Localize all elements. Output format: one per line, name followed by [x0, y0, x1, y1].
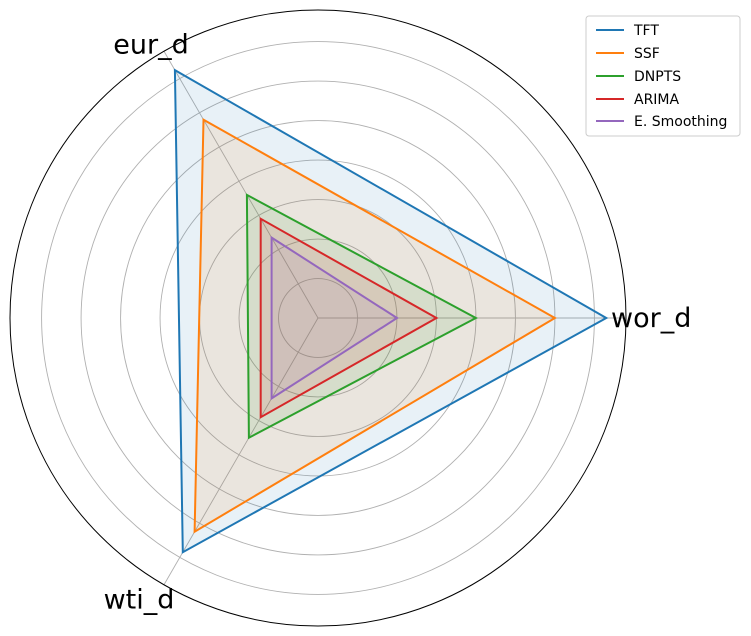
- series-line-ssf: [193, 118, 557, 534]
- legend: TFT SSF DNPTS ARIMA E. Smoothing: [585, 15, 741, 137]
- legend-item-tft: TFT: [596, 23, 659, 39]
- legend-item-dnpts: DNPTS: [596, 69, 681, 85]
- legend-item-arima: ARIMA: [596, 92, 680, 108]
- legend-label-ssf: SSF: [634, 46, 660, 62]
- legend-item-ssf: SSF: [596, 46, 660, 62]
- legend-label-e-smoothing: E. Smoothing: [634, 114, 727, 130]
- legend-label-dnpts: DNPTS: [634, 69, 681, 85]
- legend-label-arima: ARIMA: [634, 92, 680, 108]
- series-line-arima: [259, 217, 439, 419]
- series-fill-arima: [260, 218, 437, 418]
- grid-spoke-wti-d: [163, 317, 319, 585]
- axis-label-wor-d: wor_d: [611, 303, 691, 334]
- legend-frame: [585, 15, 741, 137]
- legend-item-e-smoothing: E. Smoothing: [596, 114, 727, 130]
- axis-label-wti-d: wti_d: [104, 585, 175, 616]
- grid-spoke-eur-d: [163, 51, 319, 319]
- legend-label-tft: TFT: [633, 23, 659, 39]
- series-fill-ssf: [194, 119, 555, 532]
- series-line-tft: [173, 68, 609, 554]
- series-line-e-smoothing: [270, 235, 399, 401]
- series-fill-tft: [174, 70, 607, 553]
- series-lines: [173, 68, 609, 554]
- radar-outer-frame: [9, 9, 627, 627]
- series-line-dnpts: [245, 193, 479, 440]
- series-fill-e-smoothing: [271, 237, 397, 399]
- series-fills: [174, 70, 607, 553]
- axis-label-eur-d: eur_d: [113, 29, 188, 60]
